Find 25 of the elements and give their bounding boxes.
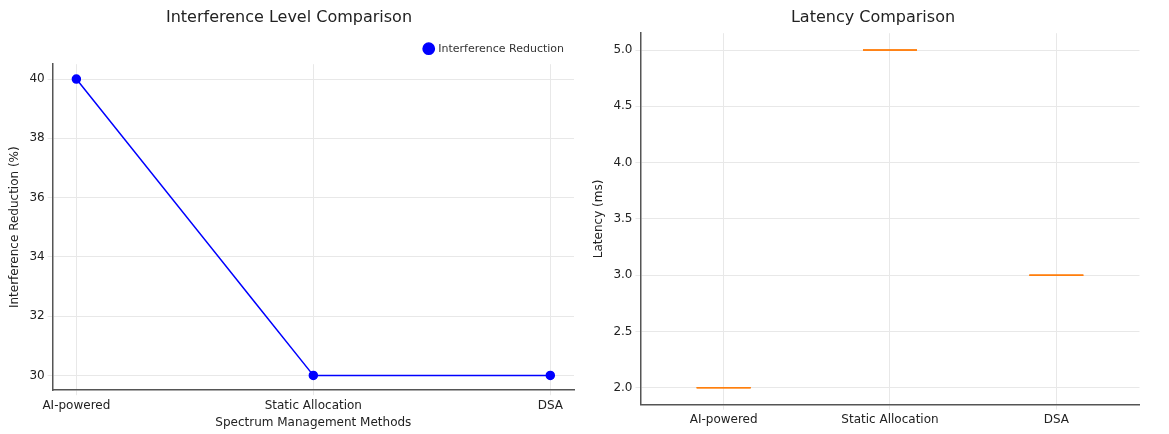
y-axis-title: Latency (ms) [591,179,606,259]
x-axis-title: Spectrum Management Methods [215,414,412,429]
y-tick-label: 4.0 [613,154,633,169]
y-tick-label: 2.0 [613,379,633,394]
y-tick-label: 30 [29,367,45,382]
y-tick-label: 38 [29,130,45,145]
legend-label: Interference Reduction [438,41,565,55]
y-tick-label: 2.5 [613,323,633,338]
chart-title: Interference Level Comparison [165,6,413,26]
y-tick-label: 36 [29,189,45,204]
y-tick-label: 40 [29,71,45,86]
chart-title: Latency Comparison [790,6,956,26]
x-tick-label: DSA [537,397,564,412]
y-axis-title: Interference Reduction (%) [7,146,22,309]
y-tick-label: 32 [29,308,45,323]
y-tick-label: 4.5 [613,98,633,113]
x-tick-label: Static Allocation [841,411,939,426]
x-tick-label: DSA [1043,411,1070,426]
y-tick-label: 3.5 [613,211,633,226]
y-tick-label: 34 [29,248,45,263]
y-tick-label: 5.0 [613,42,633,57]
y-tick-label: 3.0 [613,267,633,282]
x-tick-label: AI-powered [42,397,111,412]
x-tick-label: AI-powered [689,411,758,426]
x-tick-label: Static Allocation [264,397,362,412]
